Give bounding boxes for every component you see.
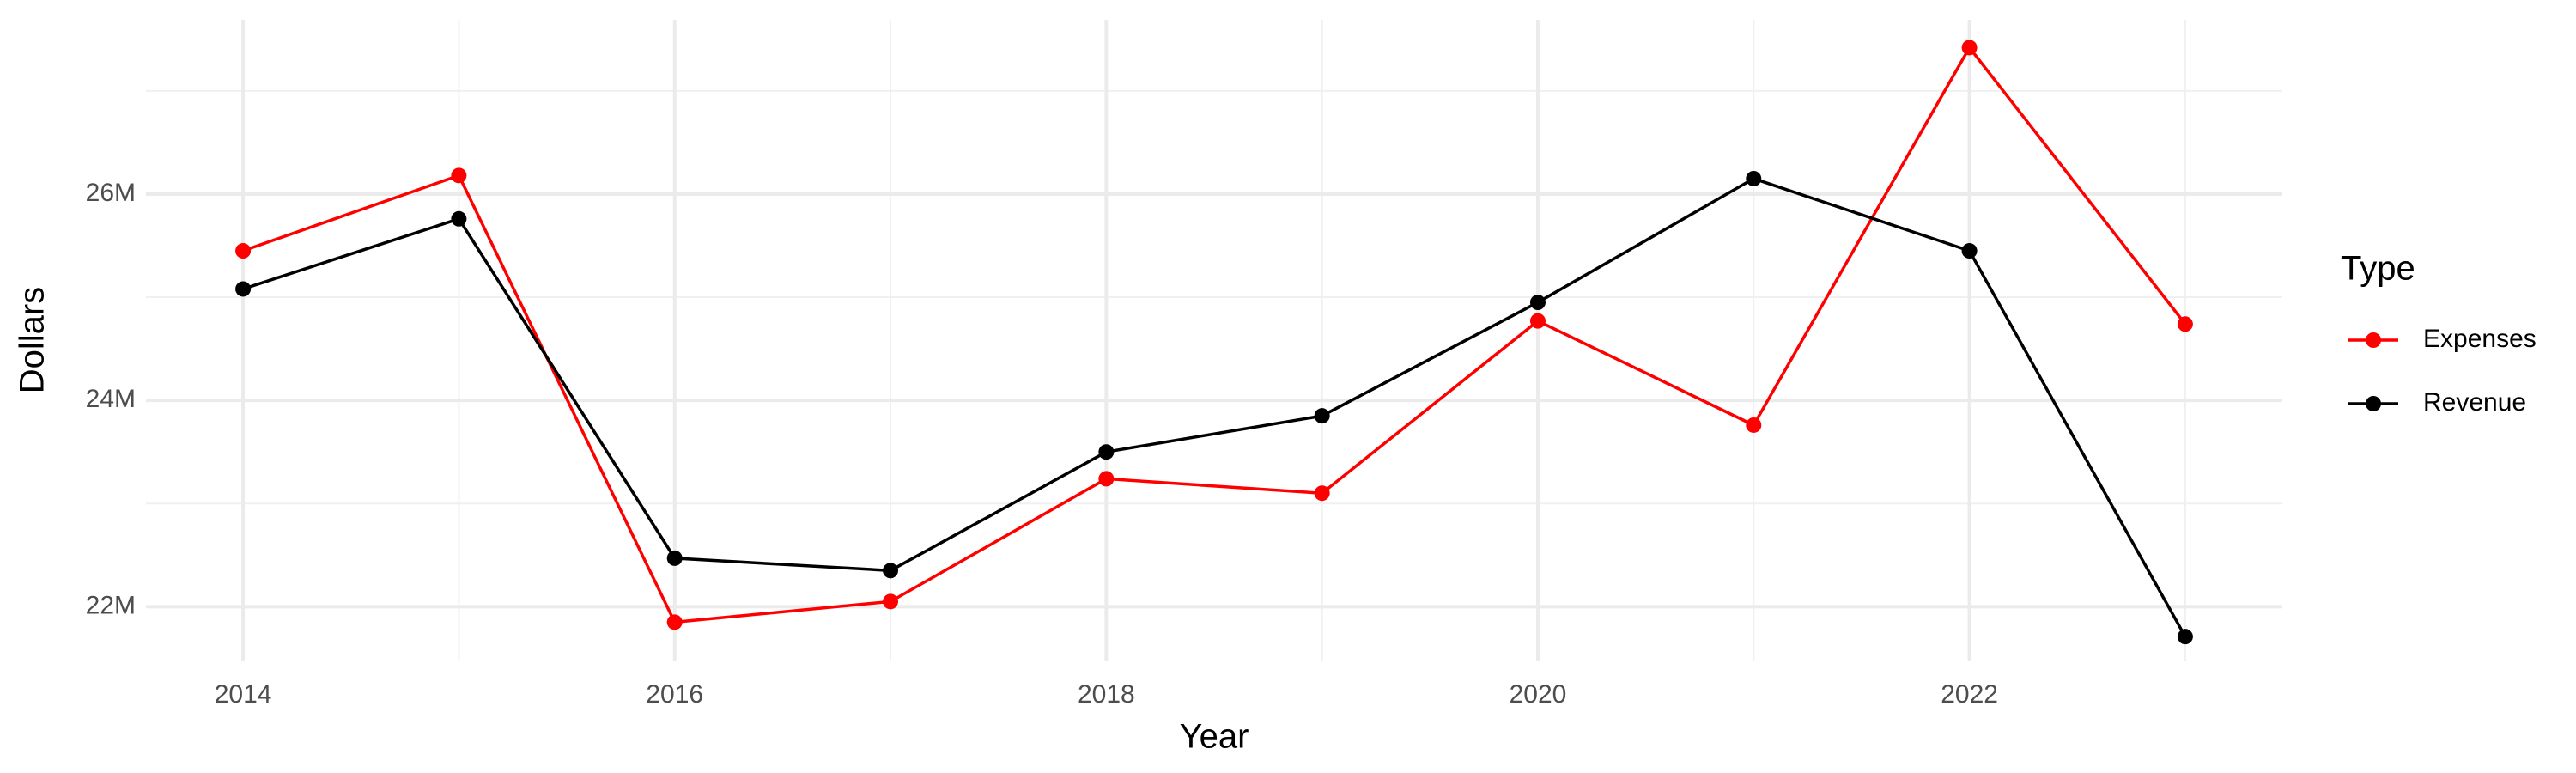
x-tick-label: 2016: [646, 680, 703, 709]
legend-marker: [2366, 332, 2381, 348]
data-point: [451, 167, 467, 184]
legend-marker: [2366, 396, 2381, 411]
data-point: [235, 243, 252, 259]
legend-title: Type: [2341, 250, 2415, 288]
data-point: [235, 281, 252, 297]
data-point: [1746, 170, 1762, 186]
data-point: [1961, 243, 1978, 259]
data-point: [451, 210, 467, 227]
y-tick-label: 24M: [86, 385, 136, 413]
data-point: [883, 593, 899, 610]
series-line: [242, 177, 2187, 638]
y-tick-label: 26M: [86, 179, 136, 207]
series-line: [242, 45, 2187, 624]
data-point: [1961, 40, 1978, 56]
x-tick-label: 2014: [215, 680, 272, 709]
data-point: [1529, 295, 1546, 311]
y-tick-label: 22M: [86, 591, 136, 619]
data-point: [883, 563, 899, 579]
x-tick-label: 2022: [1941, 680, 1998, 709]
x-tick-label: 2018: [1078, 680, 1135, 709]
data-point: [2177, 316, 2193, 332]
legend-label: Revenue: [2423, 388, 2526, 417]
data-point: [1314, 408, 1330, 424]
x-tick-label: 2020: [1510, 680, 1567, 709]
x-axis-title: Year: [1180, 718, 1249, 756]
y-axis-title: Dollars: [14, 287, 52, 393]
data-point: [666, 550, 683, 566]
data-point: [2177, 629, 2193, 645]
data-point: [1098, 471, 1115, 487]
data-point: [1098, 444, 1115, 460]
data-point: [666, 614, 683, 630]
data-point: [1746, 417, 1762, 433]
data-point: [1314, 485, 1330, 502]
legend-label: Expenses: [2423, 325, 2537, 353]
data-point: [1529, 313, 1546, 329]
